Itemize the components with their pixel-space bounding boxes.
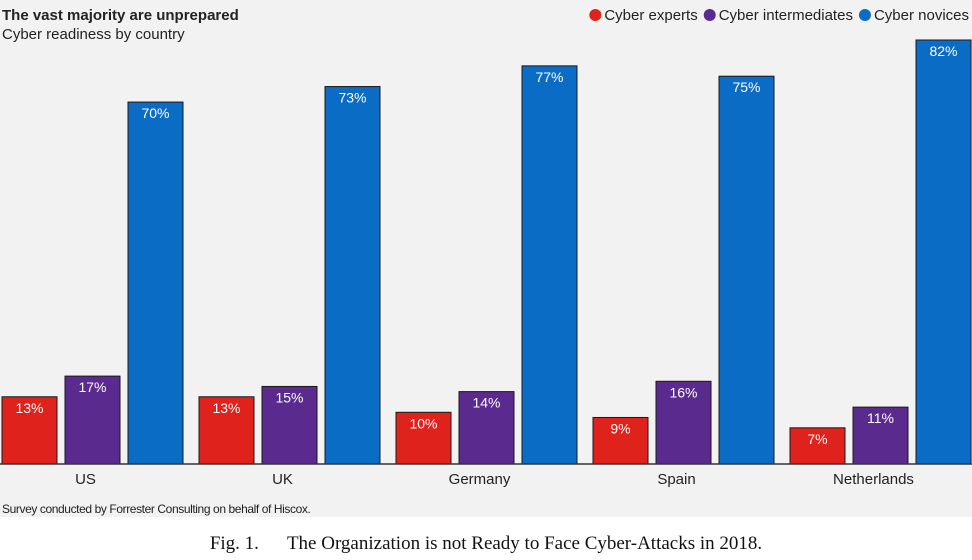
bar-cyber-experts-spain [592, 416, 649, 465]
x-tick-label-germany: Germany [449, 471, 511, 488]
x-tick-label-uk: UK [272, 471, 293, 488]
caption-label: Fig. 1. [209, 533, 259, 554]
data-label-cyber-intermediates-uk: 15% [275, 389, 303, 405]
legend-item-cyber-experts: Cyber experts [589, 7, 698, 24]
bar-cyber-novices-spain [718, 75, 775, 465]
data-label-cyber-intermediates-germany: 14% [472, 395, 500, 411]
x-axis-ticks: US UK Germany Spain Netherlands [75, 471, 914, 488]
bar-cyber-intermediates-spain [655, 380, 712, 465]
legend-swatch-cyber-intermediates [703, 9, 716, 21]
data-label-cyber-novices-spain: 75% [732, 79, 760, 95]
chart-subtitle: Cyber readiness by country [2, 26, 185, 43]
figure-caption: Fig. 1. The Organization is not Ready to … [0, 533, 972, 555]
data-label-cyber-novices-us: 70% [141, 105, 169, 121]
legend-item-cyber-intermediates: Cyber intermediates [703, 7, 853, 24]
legend-swatch-cyber-experts [589, 9, 602, 21]
bar-cyber-intermediates-us [64, 375, 121, 465]
bar-cyber-intermediates-netherlands [852, 406, 909, 465]
chart-title: The vast majority are unprepared [2, 7, 239, 24]
caption-text: The Organization is not Ready to Face Cy… [286, 533, 763, 554]
bar-cyber-novices-uk [324, 86, 381, 465]
data-label-cyber-experts-us: 13% [15, 400, 43, 416]
legend-label-cyber-intermediates: Cyber intermediates [719, 7, 853, 24]
bar-cyber-experts-germany [395, 411, 452, 465]
bars: 13% 17% 70% 13% 15% 73% 10% 14% 77% 9% 16% 75% 7% 11%… [1, 39, 972, 465]
legend: Cyber experts Cyber intermediates Cyber no… [589, 7, 969, 24]
data-label-cyber-novices-netherlands: 82% [929, 43, 957, 59]
x-tick-label-netherlands: Netherlands [833, 471, 914, 488]
data-label-cyber-experts-uk: 13% [212, 400, 240, 416]
bar-cyber-experts-us [1, 396, 58, 465]
bar-cyber-intermediates-germany [458, 391, 515, 465]
data-label-cyber-intermediates-netherlands: 11% [867, 410, 894, 426]
bar-cyber-novices-germany [521, 65, 578, 465]
bar-cyber-intermediates-uk [261, 385, 318, 465]
legend-label-cyber-novices: Cyber novices [874, 7, 969, 24]
data-label-cyber-intermediates-spain: 16% [669, 384, 697, 400]
x-tick-label-spain: Spain [657, 471, 695, 488]
bar-cyber-novices-netherlands [915, 39, 972, 465]
bar-cyber-novices-us [127, 101, 184, 465]
x-tick-label-us: US [75, 471, 96, 488]
data-label-cyber-novices-uk: 73% [338, 90, 366, 106]
chart-source: Survey conducted by Forrester Consulting… [2, 502, 311, 516]
data-label-cyber-experts-germany: 10% [409, 415, 437, 431]
data-label-cyber-intermediates-us: 17% [78, 379, 106, 395]
bar-cyber-experts-uk [198, 396, 255, 465]
legend-item-cyber-novices: Cyber novices [858, 7, 969, 24]
data-label-cyber-experts-netherlands: 7% [807, 431, 827, 447]
legend-label-cyber-experts: Cyber experts [604, 7, 697, 24]
chart: The vast majority are unprepared Cyber r… [0, 0, 972, 517]
legend-swatch-cyber-novices [858, 9, 871, 21]
data-label-cyber-experts-spain: 9% [610, 420, 630, 436]
data-label-cyber-novices-germany: 77% [535, 69, 563, 85]
